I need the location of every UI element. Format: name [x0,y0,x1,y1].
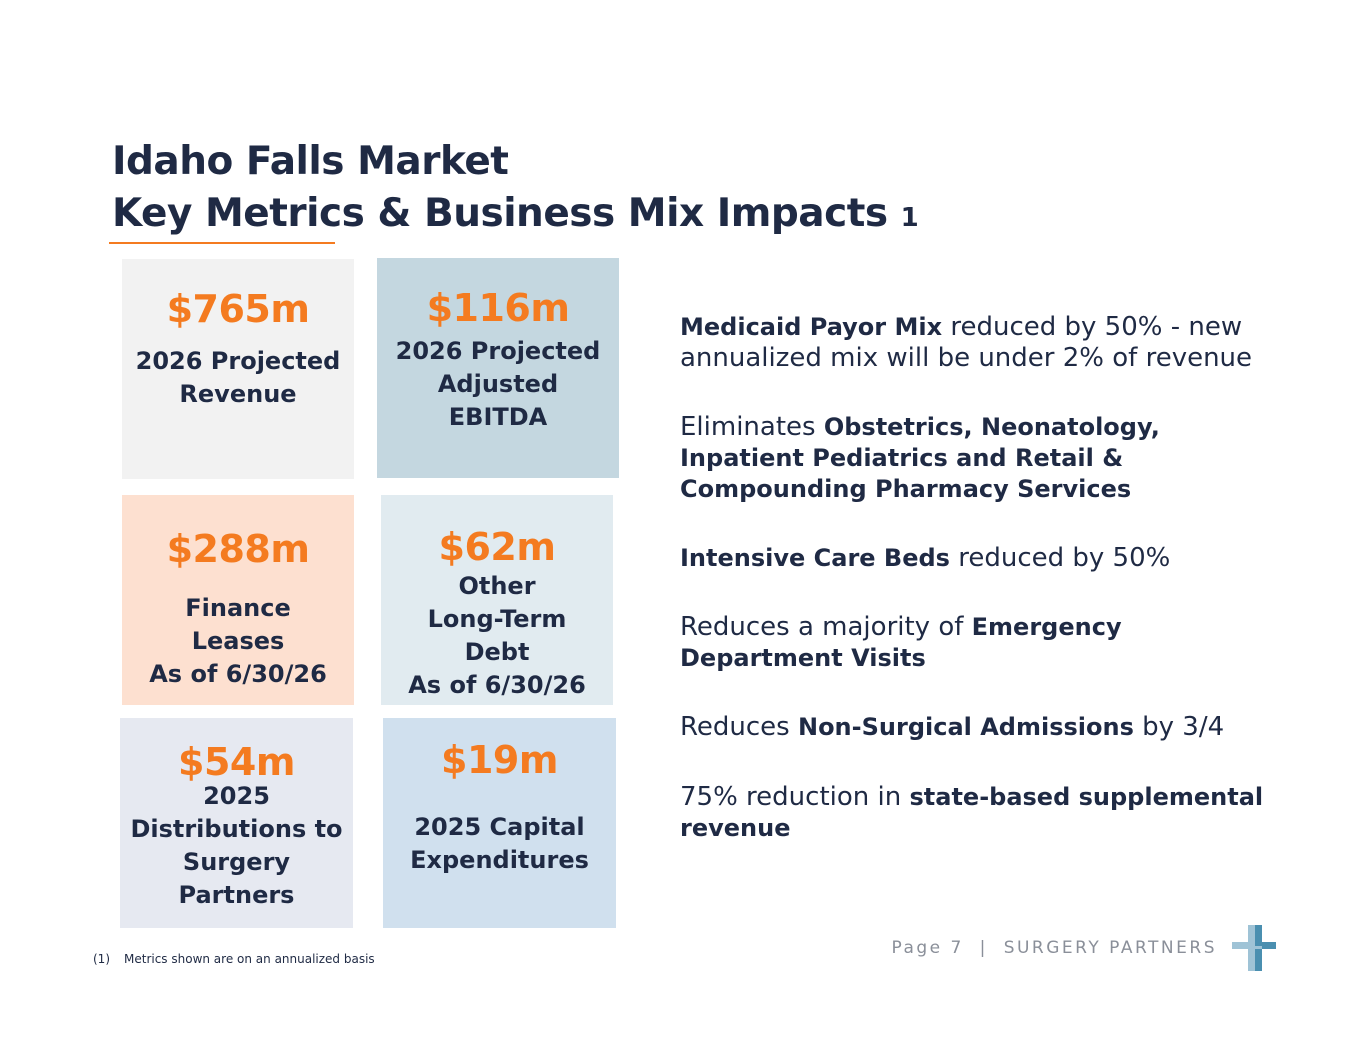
title-footnote-marker: 1 [900,203,919,233]
surgery-partners-logo-icon [1232,925,1276,971]
metric-label: Other Long-Term Debt As of 6/30/26 [408,572,586,699]
metric-label: Finance Leases As of 6/30/26 [149,594,327,688]
metric-value: $765m [166,287,310,331]
metric-card-finance-leases: $288m Finance Leases As of 6/30/26 [122,495,354,705]
metric-value: $116m [426,286,570,330]
metric-card-revenue: $765m 2026 Projected Revenue [122,259,354,479]
metric-card-ebitda: $116m 2026 Projected Adjusted EBITDA [377,258,619,478]
footnote-number: (1) [93,952,110,966]
footnote-text: Metrics shown are on an annualized basis [124,952,375,966]
metric-label: 2026 Projected Revenue [135,347,341,408]
impact-item: 75% reduction in state-based supplementa… [680,782,1264,842]
impact-item: Intensive Care Beds reduced by 50% [680,543,1171,573]
metric-label: 2025 Distributions to Surgery Partners [130,782,343,909]
impact-item: Medicaid Payor Mix reduced by 50% - new … [680,312,1253,373]
page-number: Page 7 [891,938,964,958]
metric-card-capex: $19m 2025 Capital Expenditures [383,718,616,928]
footer-separator: | [979,938,988,958]
page-title: Idaho Falls Market Key Metrics & Busines… [112,136,919,240]
metric-value: $54m [178,740,295,784]
metric-label: 2026 Projected Adjusted EBITDA [395,337,601,431]
metric-card-long-term-debt: $62m Other Long-Term Debt As of 6/30/26 [381,495,613,705]
impact-item: Reduces a majority of Emergency Departme… [680,612,1122,672]
impact-item: Eliminates Obstetrics, Neonatology, Inpa… [680,412,1160,503]
impact-item: Reduces Non-Surgical Admissions by 3/4 [680,712,1225,742]
company-name: SURGERY PARTNERS [1003,938,1217,958]
metric-card-distributions: $54m 2025 Distributions to Surgery Partn… [120,718,353,928]
metric-value: $62m [438,525,556,569]
metric-label: 2025 Capital Expenditures [410,813,589,874]
title-line-1: Idaho Falls Market [112,139,509,184]
metric-value: $19m [441,738,558,782]
page-footer: Page 7 | SURGERY PARTNERS [891,938,1217,958]
title-underline [109,242,335,244]
metric-value: $288m [166,527,310,571]
title-line-2: Key Metrics & Business Mix Impacts [112,191,888,236]
footnote: (1) Metrics shown are on an annualized ba… [93,952,375,966]
